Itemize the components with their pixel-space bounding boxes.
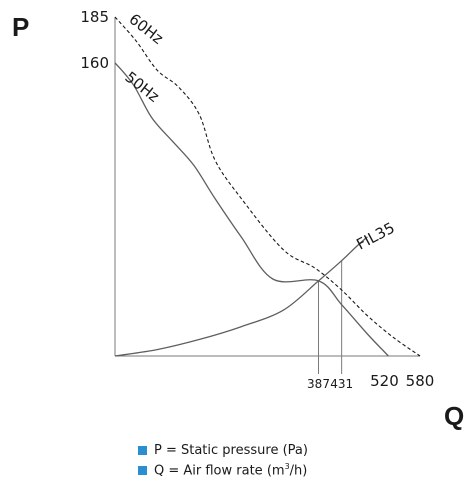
y-axis-label: P — [12, 12, 29, 42]
series-label-fil35: FIL35 — [353, 219, 397, 254]
series — [114, 16, 421, 357]
series-line-60hz — [114, 16, 421, 357]
series-line-50hz — [114, 62, 389, 357]
legend-item-flow: Q = Air flow rate (m3/h) — [138, 460, 308, 480]
x-tick-label: 431 — [330, 377, 353, 391]
tick-labels: 185 160 387 431 520 580 — [80, 8, 434, 391]
legend: P = Static pressure (Pa) Q = Air flow ra… — [138, 440, 308, 480]
legend-swatch-icon — [138, 445, 147, 455]
legend-text: P = Static pressure (Pa) — [154, 442, 308, 458]
x-tick-label: 387 — [307, 377, 330, 391]
x-axis-label: Q — [444, 401, 464, 431]
series-line-fil35 — [114, 236, 368, 357]
x-tick-label: 520 — [370, 372, 399, 390]
legend-superscript: 3 — [284, 461, 290, 471]
legend-text-part: Q = Air flow rate (m — [154, 463, 285, 479]
y-tick-label: 160 — [80, 54, 109, 72]
legend-text: Q = Air flow rate (m3/h) — [154, 462, 307, 478]
legend-swatch-icon — [138, 465, 147, 475]
operating-point-guides — [318, 260, 343, 374]
legend-item-pressure: P = Static pressure (Pa) — [138, 440, 308, 460]
axes — [114, 17, 420, 357]
x-tick-label: 580 — [406, 372, 435, 390]
y-tick-label: 185 — [80, 8, 109, 26]
series-label-60hz: 60Hz — [126, 10, 167, 48]
legend-text-part: /h) — [289, 463, 308, 479]
